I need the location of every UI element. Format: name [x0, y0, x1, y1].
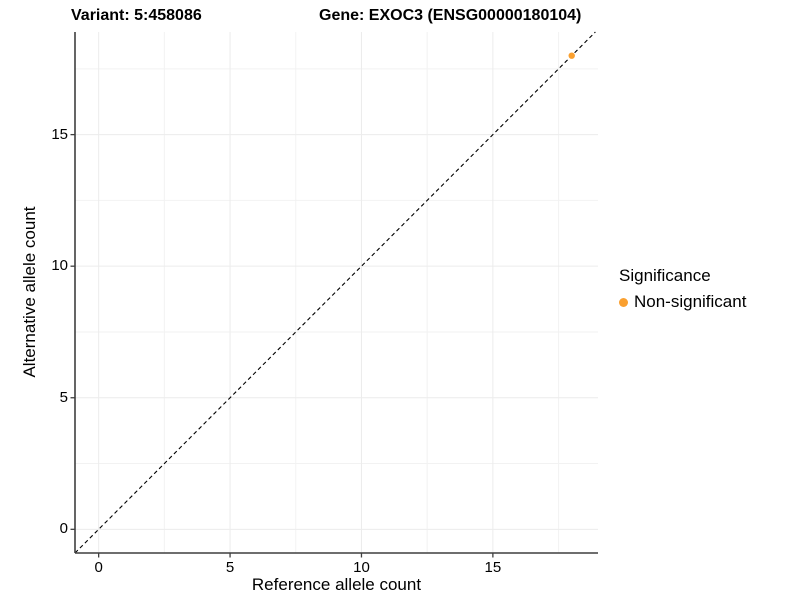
y-tick-label: 15 — [51, 125, 68, 143]
legend-item[interactable]: Non-significant — [619, 292, 746, 312]
legend-item-label: Non-significant — [634, 292, 747, 311]
variant-title: Variant: 5:458086 — [71, 7, 202, 24]
gene-title: Gene: EXOC3 (ENSG00000180104) — [319, 7, 582, 24]
legend-key-point-icon — [619, 297, 628, 307]
y-tick-label: 5 — [59, 388, 68, 406]
data-point[interactable] — [568, 52, 575, 59]
scatter-plot-panel — [70, 31, 598, 558]
x-tick-label: 10 — [353, 559, 370, 576]
legend-items: Non-significant — [619, 292, 746, 312]
x-tick-label: 0 — [94, 559, 103, 576]
legend: Significance Non-significant — [619, 266, 746, 312]
identity-reference-line — [74, 31, 596, 554]
y-tick-label: 10 — [51, 257, 68, 275]
y-tick-label: 0 — [59, 520, 68, 538]
x-tick-label: 5 — [225, 559, 235, 576]
y-axis-title: Alternative allele count — [20, 206, 39, 378]
legend-title: Significance — [619, 266, 711, 285]
x-tick-label: 15 — [484, 559, 502, 576]
x-axis-title: Reference allele count — [251, 575, 422, 594]
